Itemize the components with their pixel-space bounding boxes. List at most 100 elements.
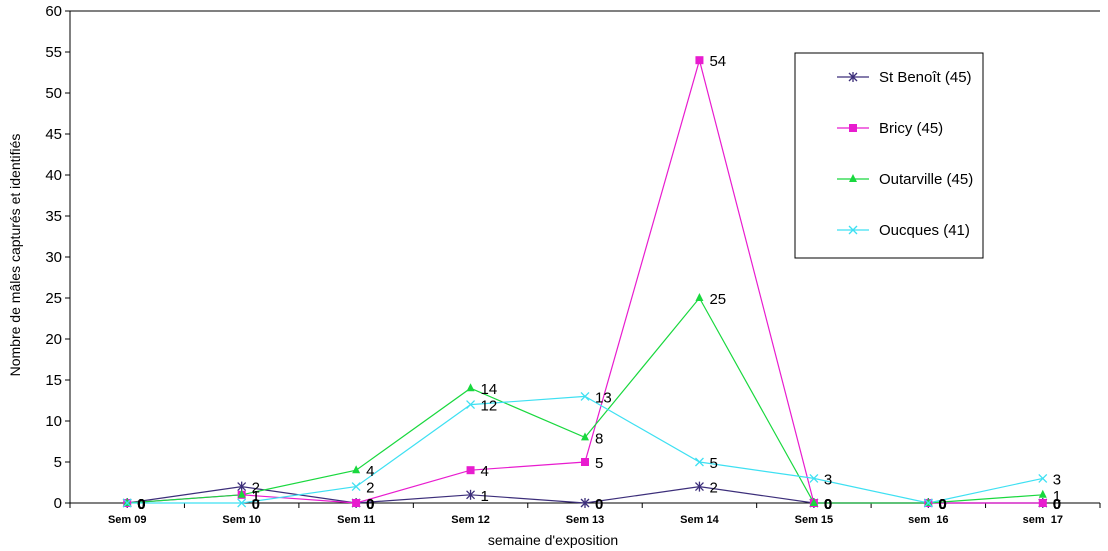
y-tick-label: 0 [54,495,62,512]
data-label: 0 [824,496,832,513]
data-label: 0 [366,496,374,513]
data-point-marker [580,498,590,508]
x-tick-label: Sem 15 [795,514,834,526]
legend-entry: Outarville (45) [837,171,973,188]
data-label: 1 [1053,488,1061,505]
legend: St Benoît (45) Bricy (45) Outarville (45) O… [794,52,984,259]
data-point-marker [351,482,361,492]
data-label: 0 [137,496,145,513]
x-tick-label: Sem 11 [337,514,375,526]
y-tick-label: 20 [45,331,62,348]
x-tick-label: Sem 14 [680,514,719,526]
data-label: 13 [595,389,612,406]
data-point-marker [809,473,819,483]
data-label: 5 [595,455,603,472]
data-label: 1 [252,488,260,505]
marker-stroke [1038,473,1048,483]
marker-stroke [809,473,819,483]
data-label: 14 [481,381,498,398]
x-tick-label: Sem 10 [222,514,261,526]
data-label: 0 [252,496,260,513]
data-point-marker [581,458,589,466]
marker-stroke [694,457,704,467]
data-label: 0 [938,496,946,513]
data-label: 1 [481,488,489,505]
marker-stroke [122,498,132,508]
data-point-marker [694,481,704,492]
data-label: 0 [938,496,946,513]
data-label: 0 [1053,496,1061,513]
data-label: 2 [252,480,260,497]
data-label: 0 [824,496,832,513]
x-tick-label: sem 17 [1023,514,1063,526]
data-point-marker [352,499,361,507]
data-label: 3 [824,471,832,488]
y-tick-label: 35 [45,208,62,225]
data-point-marker [1038,489,1047,498]
marker-stroke [923,498,933,508]
x-axis-title: semaine d'exposition [488,532,618,548]
data-point-marker [1038,473,1048,483]
data-label: 0 [137,496,145,513]
y-axis-title: Nombre de mâles capturés et identifiés [7,134,23,377]
data-label: 2 [709,480,717,497]
data-point-marker [581,432,589,441]
y-tick-label: 15 [45,372,62,389]
marker-stroke [237,498,247,508]
data-point-marker [580,391,590,401]
x-tick-label: Sem 12 [451,514,490,526]
data-label: 0 [366,496,374,513]
marker-stroke [848,225,858,235]
marker-stroke [351,482,361,492]
y-tick-label: 55 [45,44,62,61]
y-tick-label: 60 [45,3,62,20]
data-point-marker [123,498,132,506]
data-label: 4 [366,463,374,480]
data-point-marker [237,489,246,498]
data-point-marker [466,489,476,500]
data-label: 8 [595,430,603,447]
data-point-marker [809,498,818,506]
series-markers [122,56,1048,508]
data-point-marker [466,383,475,392]
data-point-marker [694,457,704,467]
data-label: 12 [481,398,498,415]
data-point-marker [695,56,704,65]
legend-label: St Benoît (45) [879,69,972,86]
data-point-marker [1038,499,1047,507]
data-label: 0 [137,496,145,513]
data-label: 0 [824,496,832,513]
legend-entry: Bricy (45) [837,120,943,137]
data-point-marker [923,498,933,508]
data-point-marker [695,293,704,301]
legend-marker [848,225,858,235]
legend-label: Outarville (45) [879,171,973,188]
data-label: 25 [709,291,726,308]
legend-entry: St Benoît (45) [837,69,972,86]
data-point-marker [466,466,475,475]
data-label: 4 [481,463,489,480]
data-point-marker [352,465,361,474]
x-tick-label: Sem 09 [108,514,147,526]
data-label: 54 [709,53,726,70]
y-tick-label: 45 [45,126,62,143]
data-label: 0 [938,496,946,513]
legend-label: Bricy (45) [879,120,943,137]
data-point-marker [924,498,933,506]
x-tick-label: sem 16 [908,514,948,526]
legend-marker [848,72,858,82]
marker-stroke [466,400,476,410]
legend-marker [849,124,857,132]
legend-entry: Oucques (41) [837,222,970,239]
data-label: 2 [366,480,374,497]
y-tick-label: 10 [45,413,62,430]
data-point-marker [122,498,132,508]
y-tick-label: 50 [45,85,62,102]
data-point-marker [237,498,247,508]
x-tick-label: Sem 13 [566,514,605,526]
y-tick-label: 5 [54,454,62,471]
y-tick-label: 40 [45,167,62,184]
